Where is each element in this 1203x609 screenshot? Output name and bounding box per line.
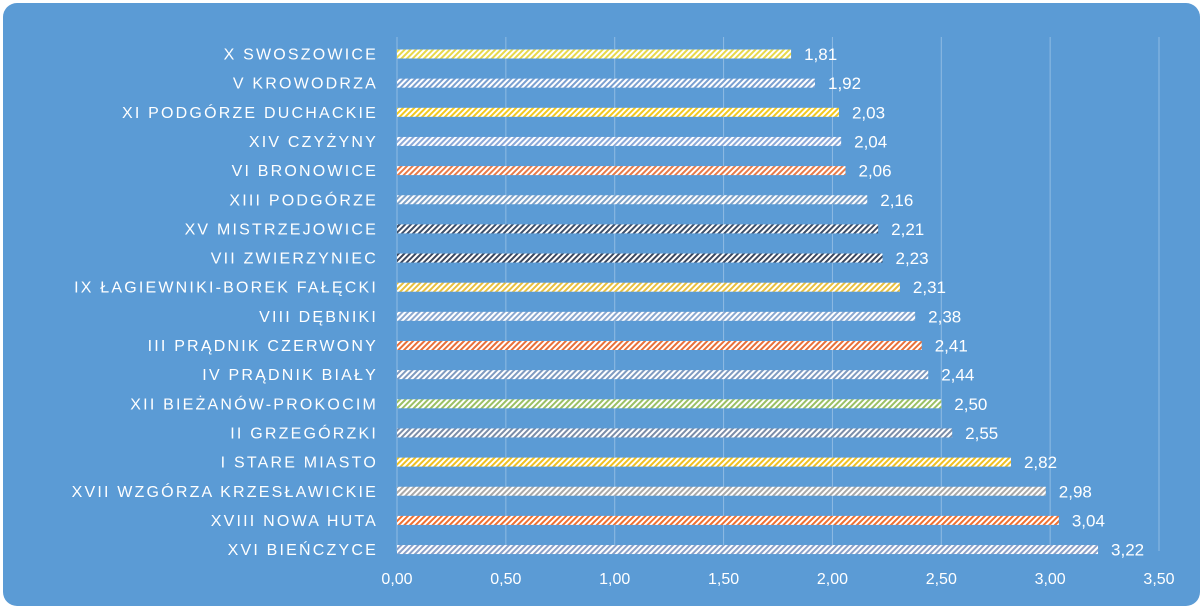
bar [397, 341, 922, 350]
value-label: 1,81 [804, 45, 837, 64]
bar [397, 282, 900, 292]
value-label: 2,03 [852, 103, 885, 122]
category-label: IV PRĄDNIK BIAŁY [202, 367, 378, 384]
x-tick-label: 3,50 [1143, 571, 1174, 588]
category-label: VIII DĘBNIKI [259, 309, 378, 326]
bar [397, 166, 846, 176]
value-label: 2,44 [941, 366, 974, 385]
bar [397, 78, 816, 88]
value-label: 1,92 [828, 74, 861, 93]
bar [397, 545, 1099, 555]
x-tick-label: 2,50 [926, 571, 957, 588]
x-tick-label: 1,50 [708, 571, 739, 588]
bar [397, 457, 1011, 467]
category-label: XI PODGÓRZE DUCHACKIE [122, 103, 378, 122]
value-label: 2,16 [880, 191, 913, 210]
chart-panel: X SWOSZOWICE V KROWODRZA XI PODGÓRZE DUCHA… [3, 3, 1200, 606]
value-label: 2,23 [896, 249, 929, 268]
category-label: IX ŁAGIEWNIKI-BOREK FAŁĘCKI [74, 280, 378, 297]
category-label: V KROWODRZA [233, 76, 378, 93]
category-label: XVIII NOWA HUTA [211, 513, 378, 530]
bar [397, 311, 916, 321]
x-tick-label: 2,00 [817, 571, 848, 588]
bar-chart: X SWOSZOWICE V KROWODRZA XI PODGÓRZE DUCHA… [72, 37, 1175, 588]
value-label: 3,04 [1072, 511, 1105, 530]
category-label: XIII PODGÓRZE [229, 190, 378, 209]
value-label: 2,50 [954, 395, 987, 414]
category-label: VII ZWIERZYNIEC [211, 251, 378, 268]
bar [397, 224, 879, 234]
category-label: XII BIEŻANÓW-PROKOCIM [130, 394, 378, 413]
value-label: 2,04 [854, 132, 887, 151]
bar [397, 136, 842, 146]
value-label: 2,82 [1024, 453, 1057, 472]
bar [397, 428, 953, 438]
x-tick-label: 3,00 [1035, 571, 1066, 588]
category-labels: X SWOSZOWICE V KROWODRZA XI PODGÓRZE DUCHA… [72, 47, 378, 560]
value-label: 2,98 [1059, 482, 1092, 501]
category-label: XV MISTRZEJOWICE [185, 221, 378, 238]
category-label: XVI BIEŃCZYCE [228, 540, 378, 559]
gridlines [396, 37, 1160, 551]
value-label: 2,31 [913, 278, 946, 297]
x-tick-label: 1,00 [599, 571, 630, 588]
x-tick-label: 0,50 [490, 571, 521, 588]
category-label: XIV CZYŻYNY [249, 132, 378, 151]
bar [397, 370, 929, 380]
value-label: 2,21 [891, 220, 924, 239]
value-labels: 1,81 1,92 2,03 2,04 2,06 2,16 2,21 2,23 2,31 2,38… [804, 45, 1144, 560]
value-label: 2,55 [965, 424, 998, 443]
bar [397, 515, 1059, 525]
value-label: 2,41 [935, 337, 968, 356]
category-label: III PRĄDNIK CZERWONY [148, 338, 378, 355]
value-label: 2,38 [928, 307, 961, 326]
value-label: 2,06 [858, 162, 891, 181]
bar [397, 253, 883, 263]
x-tick-label: 0,00 [381, 571, 412, 588]
category-label: I STARE MIASTO [221, 455, 378, 472]
bar [397, 195, 868, 205]
bar [397, 107, 839, 117]
x-axis-ticks: 0,00 0,50 1,00 1,50 2,00 2,50 3,00 3,50 [381, 571, 1174, 588]
bar [397, 486, 1046, 496]
category-label: X SWOSZOWICE [224, 47, 378, 64]
bar [397, 49, 792, 59]
bars [397, 49, 1099, 555]
category-label: II GRZEGÓRZKI [230, 423, 378, 442]
bar [397, 399, 942, 409]
category-label: XVII WZGÓRZA KRZESŁAWICKIE [72, 482, 378, 501]
category-label: VI BRONOWICE [232, 163, 378, 180]
value-label: 3,22 [1111, 541, 1144, 560]
